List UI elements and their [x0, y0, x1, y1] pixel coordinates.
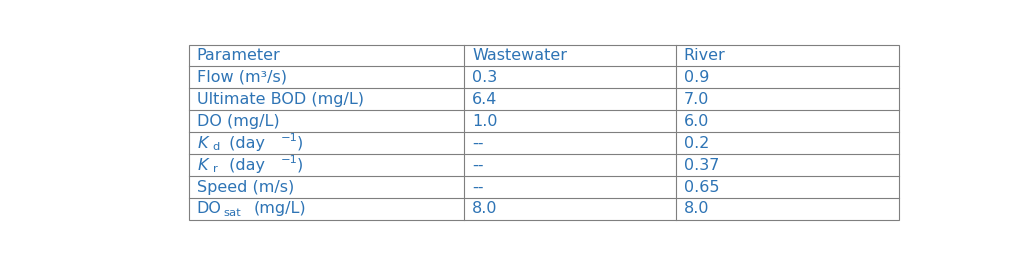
Text: Speed (m/s): Speed (m/s) — [197, 179, 294, 195]
Text: (mg/L): (mg/L) — [254, 201, 307, 217]
Text: $\mathit{K}$: $\mathit{K}$ — [197, 157, 210, 173]
Text: Flow (m³/s): Flow (m³/s) — [197, 70, 286, 85]
Text: DO (mg/L): DO (mg/L) — [197, 114, 279, 129]
Text: 0.37: 0.37 — [684, 158, 719, 173]
Text: 0.2: 0.2 — [684, 136, 709, 151]
Text: 6.4: 6.4 — [472, 92, 497, 107]
Text: 6.0: 6.0 — [684, 114, 709, 129]
Text: --: -- — [472, 158, 483, 173]
Text: 7.0: 7.0 — [684, 92, 709, 107]
Text: 0.3: 0.3 — [472, 70, 497, 85]
Text: 0.65: 0.65 — [684, 179, 719, 195]
Text: sat: sat — [222, 208, 241, 218]
Text: 1.0: 1.0 — [472, 114, 497, 129]
Text: −1: −1 — [280, 155, 298, 165]
Text: 8.0: 8.0 — [472, 201, 497, 217]
Text: 0.9: 0.9 — [684, 70, 709, 85]
Text: r: r — [212, 164, 217, 174]
Text: $\mathit{K}$: $\mathit{K}$ — [197, 135, 210, 151]
Text: --: -- — [472, 136, 483, 151]
Text: 8.0: 8.0 — [684, 201, 709, 217]
Text: d: d — [212, 142, 219, 152]
Text: Ultimate BOD (mg/L): Ultimate BOD (mg/L) — [197, 92, 364, 107]
Text: ): ) — [297, 136, 303, 151]
Text: DO: DO — [197, 201, 221, 217]
Text: (day: (day — [224, 158, 265, 173]
Bar — [188, 45, 899, 220]
Text: --: -- — [472, 179, 483, 195]
Text: −1: −1 — [280, 133, 298, 143]
Text: Wastewater: Wastewater — [472, 48, 566, 63]
Text: River: River — [684, 48, 725, 63]
Text: (day: (day — [224, 136, 265, 151]
Text: Parameter: Parameter — [197, 48, 280, 63]
Text: ): ) — [297, 158, 303, 173]
